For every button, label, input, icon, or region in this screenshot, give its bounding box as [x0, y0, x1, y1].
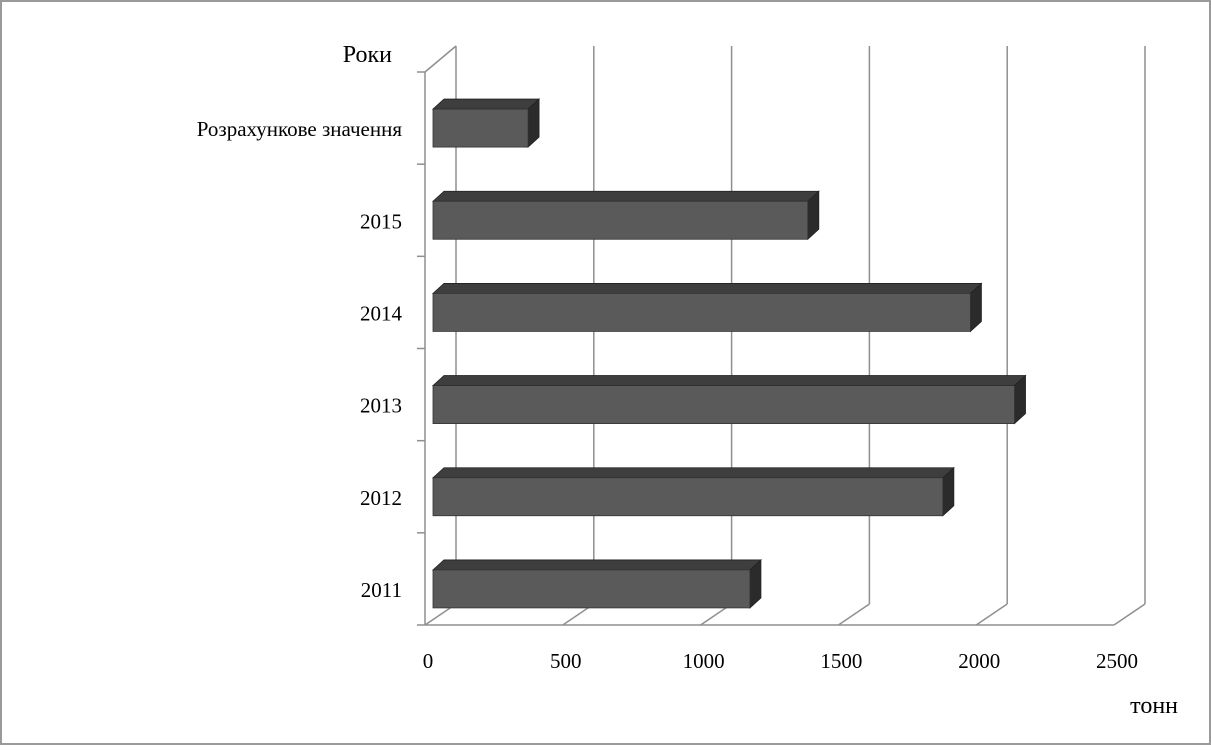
bar-top-face [431, 98, 541, 110]
bar [432, 385, 1015, 424]
x-tick-label: 2500 [1096, 649, 1138, 673]
gridline-floor [837, 603, 870, 626]
bar [432, 108, 529, 148]
gridline-floor [1113, 603, 1146, 626]
y-category-label: Розрахункове значення [197, 117, 403, 141]
y-category-label: 2013 [360, 394, 402, 418]
label-layer: 0 500 1000 1500 2000 2500 Розрахункове значенн… [197, 117, 1138, 673]
x-tick-label: 0 [423, 649, 434, 673]
y-category-label: 2012 [360, 486, 402, 510]
bar-top-face [431, 559, 762, 571]
y-axis-title: Роки [343, 42, 392, 68]
bar-top-face [431, 283, 983, 294]
bar-layer [431, 98, 1027, 609]
bar-top-face [431, 375, 1027, 386]
y-category-label: 2014 [360, 301, 403, 325]
gridline-floor [975, 603, 1008, 626]
bar [432, 200, 809, 240]
bar-top-face [431, 190, 820, 202]
bar-top-face [431, 467, 955, 479]
y-category-label: 2011 [361, 578, 402, 602]
x-tick-label: 1000 [683, 649, 725, 673]
bar [432, 293, 971, 332]
y-category-label: 2015 [360, 209, 402, 233]
x-tick-label: 500 [550, 649, 582, 673]
x-tick-label: 1500 [820, 649, 862, 673]
bar [432, 569, 751, 609]
bar [432, 477, 944, 517]
side-wall-top-edge [424, 45, 457, 73]
x-tick-label: 2000 [958, 649, 1000, 673]
x-axis-title: тонн [1130, 693, 1178, 719]
